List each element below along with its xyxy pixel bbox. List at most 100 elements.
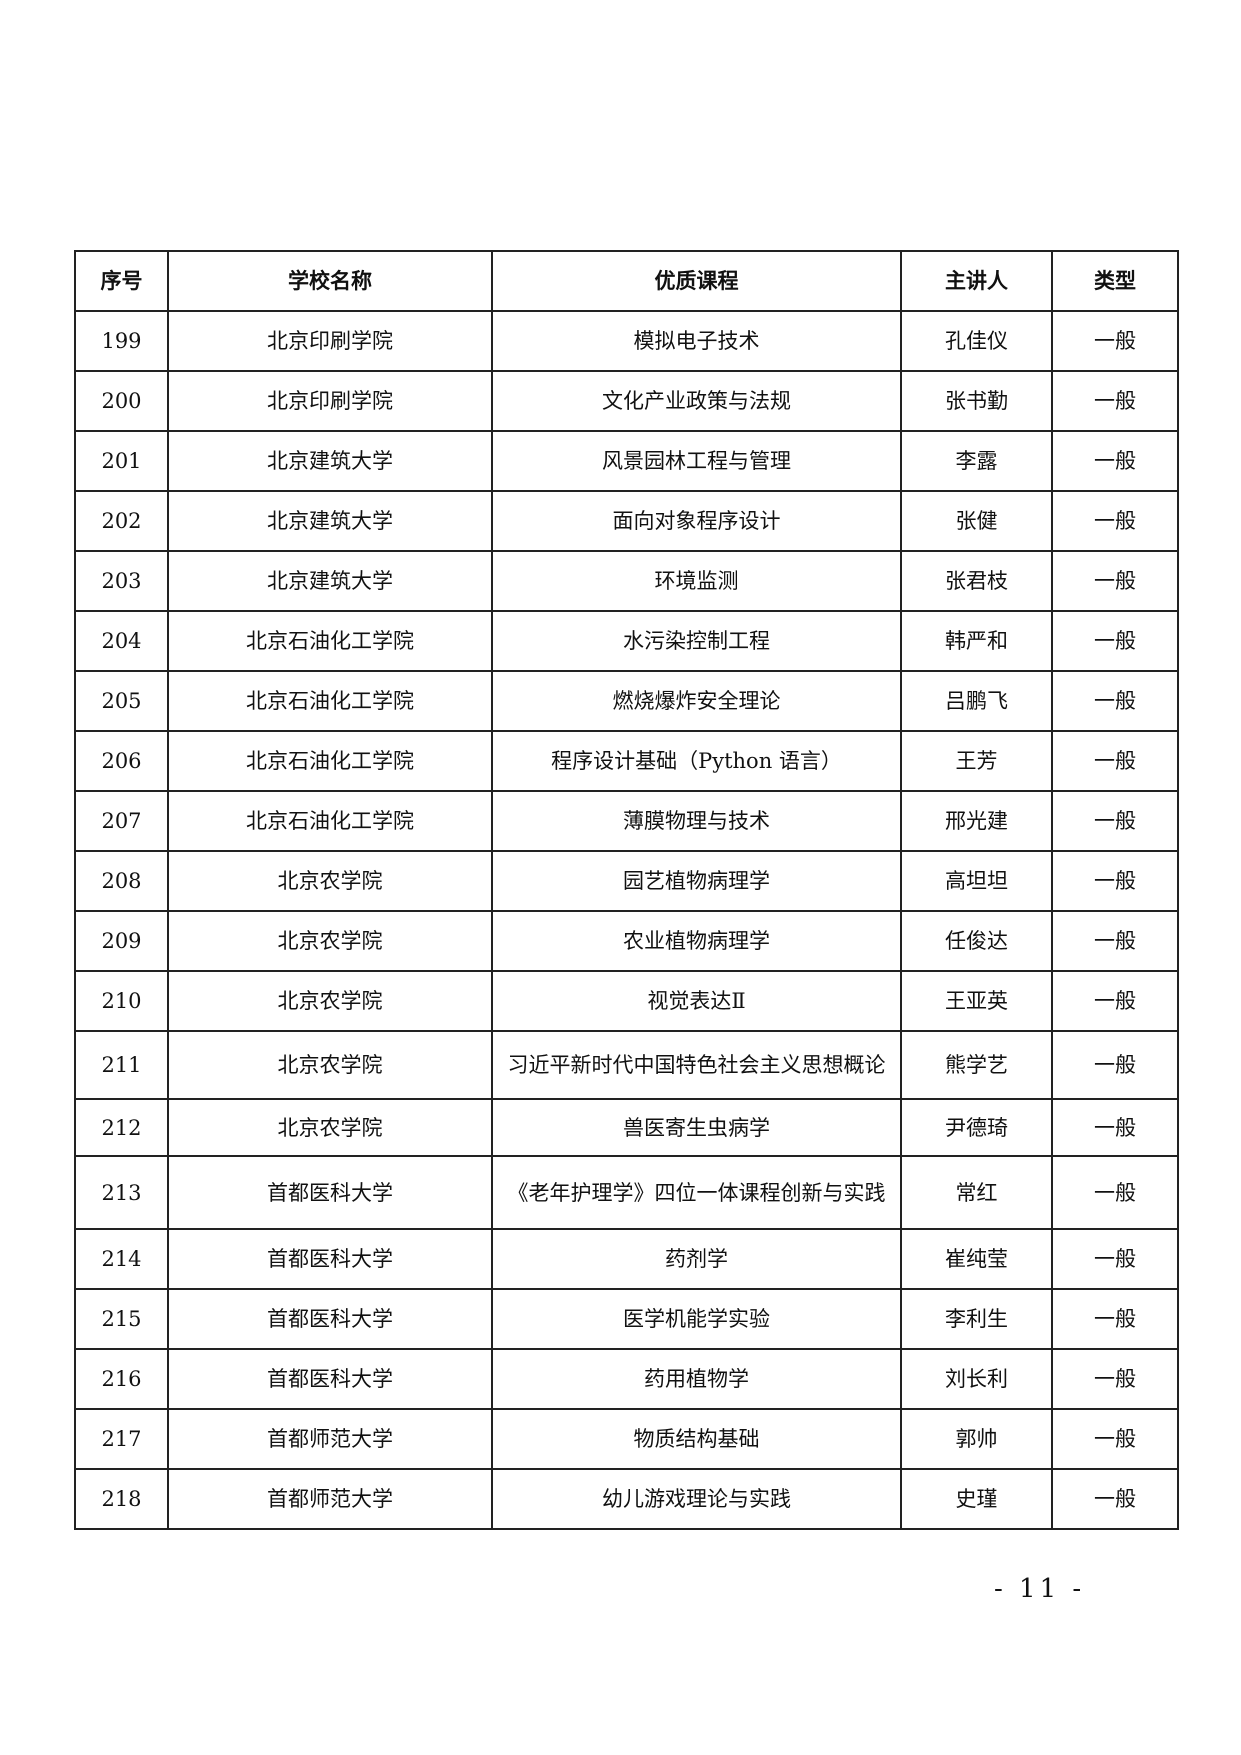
cell-school: 北京农学院 <box>167 970 493 1032</box>
cell-course: 习近平新时代中国特色社会主义思想概论 <box>491 1030 902 1100</box>
table-row: 205 北京石油化工学院 燃烧爆炸安全理论 吕鹏飞 一般 <box>74 670 1179 732</box>
cell-type: 一般 <box>1051 370 1179 432</box>
table-row: 206 北京石油化工学院 程序设计基础（Python 语言） 王芳 一般 <box>74 730 1179 792</box>
cell-lecturer: 常红 <box>900 1155 1053 1230</box>
cell-index: 212 <box>74 1098 169 1157</box>
header-school: 学校名称 <box>167 250 493 312</box>
table-row: 213 首都医科大学 《老年护理学》四位一体课程创新与实践 常红 一般 <box>74 1155 1179 1230</box>
cell-lecturer: 王亚英 <box>900 970 1053 1032</box>
cell-lecturer: 史瑾 <box>900 1468 1053 1530</box>
cell-school: 首都师范大学 <box>167 1468 493 1530</box>
table-row: 211 北京农学院 习近平新时代中国特色社会主义思想概论 熊学艺 一般 <box>74 1030 1179 1100</box>
cell-type: 一般 <box>1051 1288 1179 1350</box>
cell-school: 北京农学院 <box>167 850 493 912</box>
cell-lecturer: 张健 <box>900 490 1053 552</box>
cell-school: 北京印刷学院 <box>167 370 493 432</box>
table-row: 202 北京建筑大学 面向对象程序设计 张健 一般 <box>74 490 1179 552</box>
cell-lecturer: 高坦坦 <box>900 850 1053 912</box>
cell-index: 206 <box>74 730 169 792</box>
cell-index: 201 <box>74 430 169 492</box>
cell-course: 环境监测 <box>491 550 902 612</box>
cell-school: 首都医科大学 <box>167 1288 493 1350</box>
cell-index: 207 <box>74 790 169 852</box>
cell-course: 农业植物病理学 <box>491 910 902 972</box>
cell-lecturer: 任俊达 <box>900 910 1053 972</box>
cell-type: 一般 <box>1051 310 1179 372</box>
cell-type: 一般 <box>1051 490 1179 552</box>
cell-lecturer: 尹德琦 <box>900 1098 1053 1157</box>
cell-school: 首都医科大学 <box>167 1348 493 1410</box>
cell-course: 薄膜物理与技术 <box>491 790 902 852</box>
cell-course: 模拟电子技术 <box>491 310 902 372</box>
cell-lecturer: 王芳 <box>900 730 1053 792</box>
table-header: 序号 学校名称 优质课程 主讲人 类型 <box>74 250 1179 312</box>
table-row: 216 首都医科大学 药用植物学 刘长利 一般 <box>74 1348 1179 1410</box>
cell-course: 程序设计基础（Python 语言） <box>491 730 902 792</box>
cell-school: 北京建筑大学 <box>167 490 493 552</box>
cell-type: 一般 <box>1051 1408 1179 1470</box>
cell-school: 北京建筑大学 <box>167 550 493 612</box>
cell-type: 一般 <box>1051 1468 1179 1530</box>
cell-type: 一般 <box>1051 610 1179 672</box>
cell-school: 北京建筑大学 <box>167 430 493 492</box>
cell-type: 一般 <box>1051 910 1179 972</box>
cell-lecturer: 刘长利 <box>900 1348 1053 1410</box>
cell-course: 药剂学 <box>491 1228 902 1290</box>
cell-index: 214 <box>74 1228 169 1290</box>
cell-type: 一般 <box>1051 850 1179 912</box>
cell-index: 211 <box>74 1030 169 1100</box>
cell-type: 一般 <box>1051 730 1179 792</box>
cell-course: 物质结构基础 <box>491 1408 902 1470</box>
cell-index: 203 <box>74 550 169 612</box>
cell-school: 北京农学院 <box>167 1030 493 1100</box>
table-row: 209 北京农学院 农业植物病理学 任俊达 一般 <box>74 910 1179 972</box>
cell-index: 216 <box>74 1348 169 1410</box>
cell-type: 一般 <box>1051 1228 1179 1290</box>
cell-lecturer: 崔纯莹 <box>900 1228 1053 1290</box>
cell-lecturer: 张书勤 <box>900 370 1053 432</box>
table-row: 217 首都师范大学 物质结构基础 郭帅 一般 <box>74 1408 1179 1470</box>
table-row: 201 北京建筑大学 风景园林工程与管理 李露 一般 <box>74 430 1179 492</box>
table-row: 214 首都医科大学 药剂学 崔纯莹 一般 <box>74 1228 1179 1290</box>
header-course: 优质课程 <box>491 250 902 312</box>
cell-type: 一般 <box>1051 1155 1179 1230</box>
page-number: - 11 - <box>994 1574 1086 1604</box>
cell-type: 一般 <box>1051 970 1179 1032</box>
table-row: 210 北京农学院 视觉表达Ⅱ 王亚英 一般 <box>74 970 1179 1032</box>
cell-type: 一般 <box>1051 670 1179 732</box>
cell-course: 风景园林工程与管理 <box>491 430 902 492</box>
table-row: 199 北京印刷学院 模拟电子技术 孔佳仪 一般 <box>74 310 1179 372</box>
course-table: 序号 学校名称 优质课程 主讲人 类型 199 北京印刷学院 模拟电子技术 孔佳仪 一般 200 北… <box>74 250 1179 1530</box>
cell-lecturer: 郭帅 <box>900 1408 1053 1470</box>
cell-school: 北京石油化工学院 <box>167 730 493 792</box>
cell-index: 218 <box>74 1468 169 1530</box>
cell-course: 面向对象程序设计 <box>491 490 902 552</box>
header-type: 类型 <box>1051 250 1179 312</box>
cell-course: 水污染控制工程 <box>491 610 902 672</box>
header-lecturer: 主讲人 <box>900 250 1053 312</box>
cell-course: 燃烧爆炸安全理论 <box>491 670 902 732</box>
table-row: 215 首都医科大学 医学机能学实验 李利生 一般 <box>74 1288 1179 1350</box>
cell-index: 202 <box>74 490 169 552</box>
cell-lecturer: 韩严和 <box>900 610 1053 672</box>
cell-index: 209 <box>74 910 169 972</box>
cell-school: 首都医科大学 <box>167 1228 493 1290</box>
cell-lecturer: 李露 <box>900 430 1053 492</box>
table-row: 218 首都师范大学 幼儿游戏理论与实践 史瑾 一般 <box>74 1468 1179 1530</box>
cell-index: 200 <box>74 370 169 432</box>
cell-course: 《老年护理学》四位一体课程创新与实践 <box>491 1155 902 1230</box>
table-row: 203 北京建筑大学 环境监测 张君枝 一般 <box>74 550 1179 612</box>
header-index: 序号 <box>74 250 169 312</box>
table-row: 204 北京石油化工学院 水污染控制工程 韩严和 一般 <box>74 610 1179 672</box>
table-row: 207 北京石油化工学院 薄膜物理与技术 邢光建 一般 <box>74 790 1179 852</box>
cell-index: 210 <box>74 970 169 1032</box>
cell-school: 北京农学院 <box>167 1098 493 1157</box>
table-row: 208 北京农学院 园艺植物病理学 高坦坦 一般 <box>74 850 1179 912</box>
cell-school: 首都医科大学 <box>167 1155 493 1230</box>
cell-type: 一般 <box>1051 790 1179 852</box>
cell-type: 一般 <box>1051 1348 1179 1410</box>
cell-lecturer: 孔佳仪 <box>900 310 1053 372</box>
cell-index: 205 <box>74 670 169 732</box>
cell-school: 北京石油化工学院 <box>167 790 493 852</box>
cell-lecturer: 邢光建 <box>900 790 1053 852</box>
